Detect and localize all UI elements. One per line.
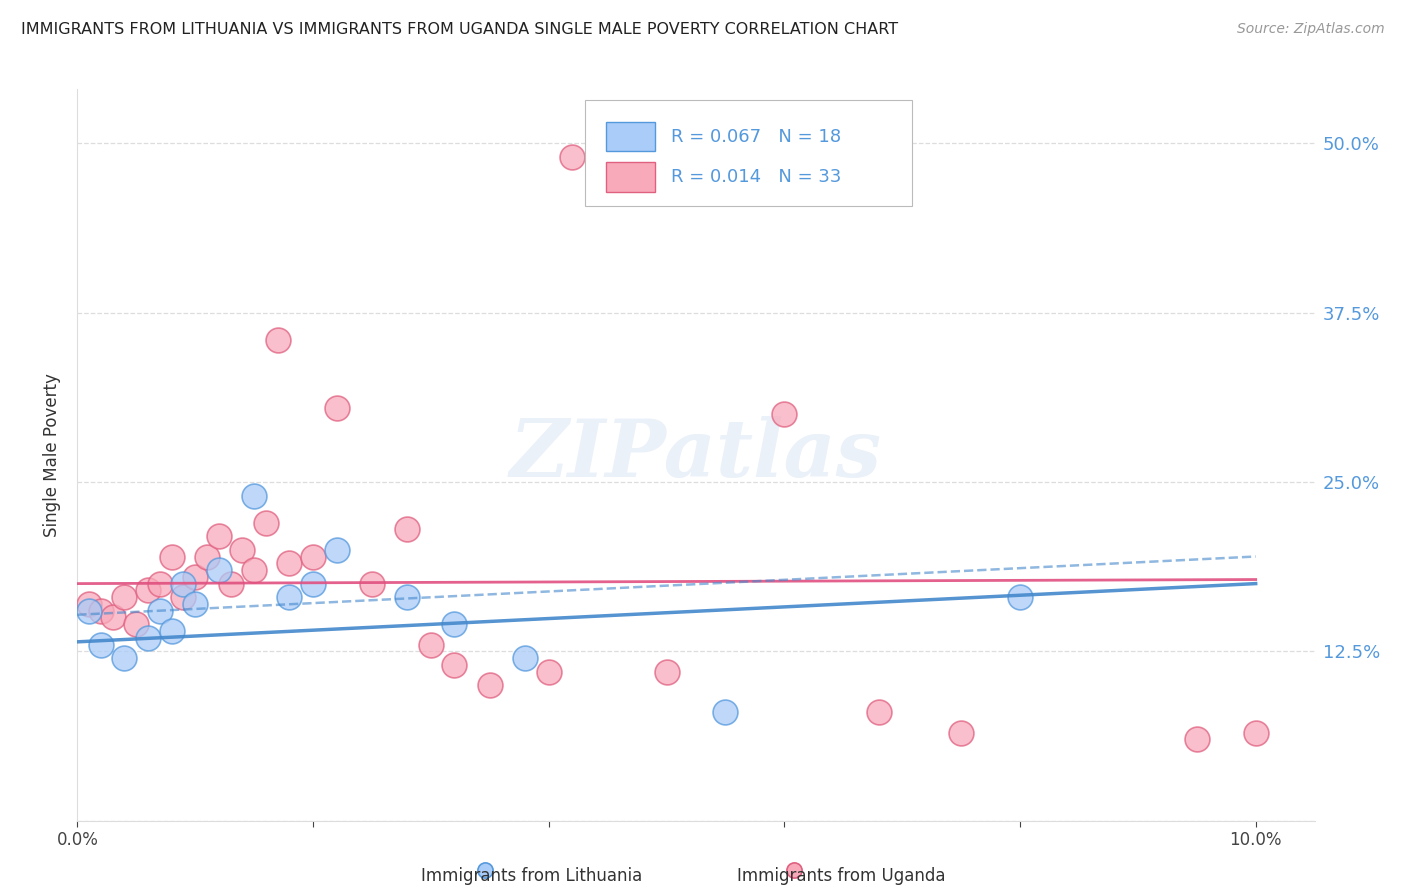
Text: R = 0.067   N = 18: R = 0.067 N = 18 [671,128,841,145]
Point [783,863,806,877]
Point [443,657,465,672]
Point [325,542,347,557]
Point [361,576,384,591]
Point [655,665,678,679]
Point [208,563,231,577]
Point [773,407,796,421]
Point [714,706,737,720]
Point [302,576,325,591]
Point [278,556,301,570]
Point [101,610,124,624]
Point [278,590,301,604]
Point [231,542,253,557]
Point [125,617,148,632]
Point [243,563,266,577]
Point [254,516,277,530]
Point [537,665,560,679]
Point [184,597,207,611]
Point [474,863,496,877]
Point [1244,725,1267,739]
Point [219,576,242,591]
FancyBboxPatch shape [606,122,655,152]
Point [243,489,266,503]
Point [419,638,441,652]
FancyBboxPatch shape [585,100,912,206]
FancyBboxPatch shape [606,162,655,192]
Point [1008,590,1031,604]
Point [136,583,159,598]
Point [266,333,288,347]
Point [325,401,347,415]
Point [136,631,159,645]
Point [396,590,419,604]
Point [149,576,172,591]
Point [90,604,112,618]
Text: IMMIGRANTS FROM LITHUANIA VS IMMIGRANTS FROM UGANDA SINGLE MALE POVERTY CORRELAT: IMMIGRANTS FROM LITHUANIA VS IMMIGRANTS … [21,22,898,37]
Point [868,706,890,720]
Point [172,590,194,604]
Point [443,617,465,632]
Point [172,576,194,591]
Point [77,604,100,618]
Point [184,570,207,584]
Point [513,651,536,665]
Point [302,549,325,564]
Point [160,549,183,564]
Point [195,549,218,564]
Point [950,725,973,739]
Point [77,597,100,611]
Text: R = 0.014   N = 33: R = 0.014 N = 33 [671,168,842,186]
Point [149,604,172,618]
Point [396,523,419,537]
Point [114,651,136,665]
Point [561,150,583,164]
Text: Source: ZipAtlas.com: Source: ZipAtlas.com [1237,22,1385,37]
Text: Immigrants from Lithuania: Immigrants from Lithuania [420,867,643,885]
Point [160,624,183,638]
Point [1185,732,1208,747]
Text: ZIPatlas: ZIPatlas [510,417,882,493]
Point [478,678,501,692]
Point [208,529,231,543]
Text: Immigrants from Uganda: Immigrants from Uganda [737,867,945,885]
Point [114,590,136,604]
Y-axis label: Single Male Poverty: Single Male Poverty [44,373,62,537]
Point [90,638,112,652]
